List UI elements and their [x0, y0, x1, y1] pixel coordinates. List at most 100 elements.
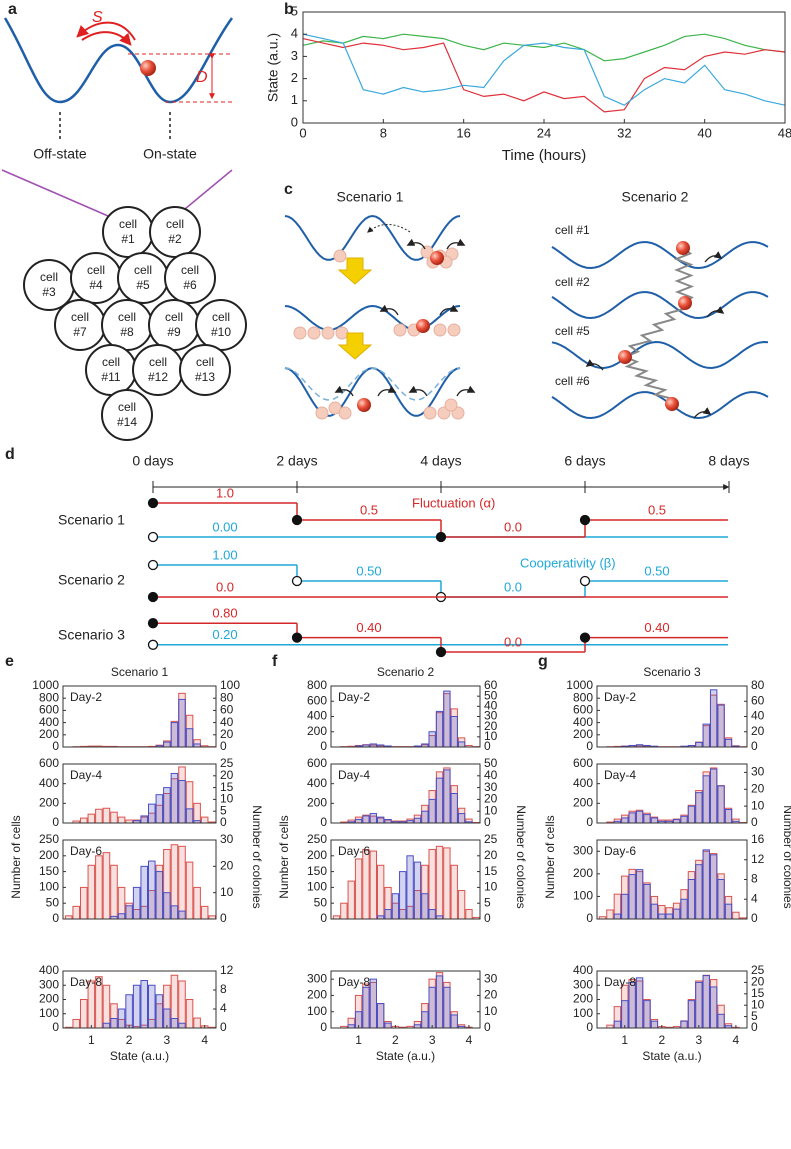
histogram-bar	[369, 813, 377, 824]
y-tick-label: 1	[291, 92, 298, 107]
y2-tick-label: 40	[484, 768, 498, 782]
series-line	[302, 33, 786, 62]
histogram-bar	[717, 1013, 725, 1029]
landscape-curve	[3, 17, 234, 104]
change-point	[291, 632, 303, 643]
y2-tick-label: 50	[484, 688, 498, 702]
y2-tick-label: 10	[484, 729, 498, 743]
y-tick-label: 50	[46, 895, 60, 909]
y2-tick-label: 0	[751, 1020, 758, 1034]
histogram-bar	[110, 1018, 118, 1029]
y2-tick-label: 20	[484, 792, 498, 806]
y-axis-label: State (a.u.)	[265, 33, 281, 102]
y-tick-label: 600	[39, 756, 59, 770]
change-point	[291, 575, 303, 587]
scenario-name: Scenario 3	[58, 627, 125, 643]
y-tick-label: 3	[291, 48, 298, 63]
pale-ball	[393, 323, 407, 337]
cell	[101, 389, 153, 441]
y-tick-label: 150	[39, 864, 59, 878]
x-axis-label: State (a.u.)	[642, 1049, 701, 1063]
y-tick-label: 400	[39, 776, 59, 790]
cooperativity-label: Cooperativity (β)	[520, 555, 616, 570]
y-tick-label: 0	[52, 1020, 59, 1034]
histogram-bar	[102, 1022, 111, 1029]
y-tick-label: 150	[307, 864, 327, 878]
cell-label: cell	[118, 310, 136, 324]
histogram-bar	[163, 892, 171, 920]
y-axis-label: Number of cells	[543, 815, 557, 898]
histogram-bar	[125, 905, 133, 920]
x-tick-label: 4	[733, 1033, 740, 1047]
cell-label: cell	[71, 310, 89, 324]
cell-label: #13	[195, 370, 215, 384]
histogram-bar	[628, 981, 636, 1029]
y2-tick-label: 10	[220, 885, 234, 899]
y-tick-label: 200	[39, 727, 59, 741]
y-tick-label: 400	[307, 709, 327, 723]
y2-tick-label: 10	[484, 880, 498, 894]
y2-tick-label: 0	[484, 815, 491, 829]
y-tick-label: 300	[307, 971, 327, 985]
x-tick-label: 0	[299, 125, 306, 140]
y2-tick-label: 80	[220, 690, 234, 704]
y-tick-label: 250	[307, 832, 327, 846]
y2-tick-label: 20	[751, 975, 765, 989]
y-tick-label: 100	[573, 1006, 593, 1020]
well	[551, 241, 769, 270]
y2-tick-label: 25	[220, 756, 234, 770]
y-tick-label: 600	[307, 756, 327, 770]
histogram-bar	[193, 802, 201, 824]
y2-tick-label: 20	[220, 859, 234, 873]
x-tick-label: 3	[429, 1033, 436, 1047]
y-tick-label: 200	[307, 988, 327, 1002]
change-point	[147, 618, 159, 629]
ball	[430, 251, 444, 265]
plot-frame	[596, 763, 748, 824]
panel-letter: g	[538, 653, 548, 670]
panel-letter: f	[272, 653, 278, 670]
change-point	[435, 646, 447, 658]
y2-tick-label: 0	[484, 739, 491, 753]
x-tick-label: 2	[392, 1033, 399, 1047]
cell-label: #9	[167, 325, 181, 339]
histogram-bar	[376, 1003, 385, 1029]
y2-tick-label: 30	[484, 971, 498, 985]
histogram-bar	[443, 690, 451, 748]
panel-day-label: Day-4	[70, 768, 102, 782]
cell-label: cell	[149, 355, 167, 369]
histogram-bar	[421, 1011, 429, 1029]
y-tick-label: 4	[291, 26, 298, 41]
histogram-bar	[680, 815, 688, 824]
histogram-bar	[687, 1000, 696, 1029]
y-tick-label: 200	[307, 724, 327, 738]
y-tick-label: 800	[573, 690, 593, 704]
ball	[357, 398, 371, 412]
scenario-name: Scenario 1	[58, 512, 125, 528]
y2-tick-label: 20	[220, 727, 234, 741]
x-tick-label: 4	[466, 1033, 473, 1047]
chart-title: Scenario 3	[643, 665, 701, 679]
pale-ball	[293, 326, 307, 340]
step-value: 0.50	[644, 563, 669, 578]
histogram-bar	[148, 860, 156, 920]
histogram-bar	[178, 980, 186, 1029]
histogram-bar	[185, 728, 194, 748]
histogram-bar	[185, 861, 194, 920]
histogram-bar	[140, 865, 148, 920]
timeline-tick-label: 2 days	[276, 453, 317, 469]
d-label: D	[196, 69, 208, 86]
state-label: Off-state	[33, 146, 87, 162]
y2-tick-label: 0	[751, 911, 758, 925]
x-tick-label: 48	[778, 125, 791, 140]
y2-tick-label: 16	[751, 832, 765, 846]
y-tick-label: 0	[586, 739, 593, 753]
histogram-bar	[163, 787, 171, 824]
histogram-bar	[399, 871, 407, 920]
y2-tick-label: 15	[484, 864, 498, 878]
y-axis-label: Number of cells	[9, 815, 23, 898]
histogram-bar	[450, 716, 458, 748]
histogram-bar	[178, 845, 186, 920]
y-tick-label: 100	[307, 1004, 327, 1018]
y-axis-label: Number of cells	[277, 815, 291, 898]
